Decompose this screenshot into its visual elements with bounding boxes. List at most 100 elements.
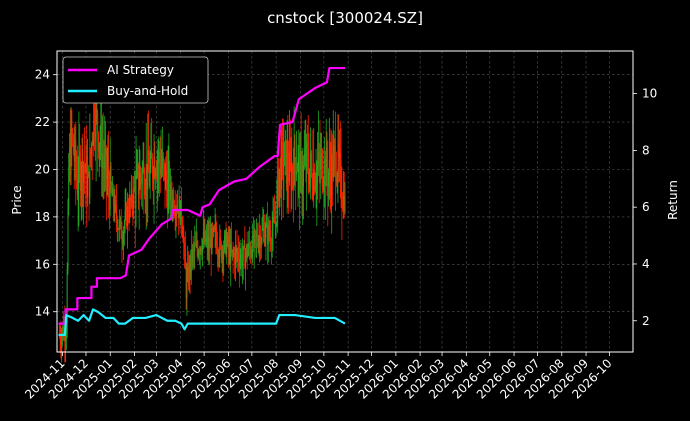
candle-body [278, 167, 279, 202]
candle-body [253, 231, 255, 246]
buy-and-hold-line [58, 308, 346, 337]
candle-body [258, 239, 260, 248]
candle-body [274, 222, 276, 224]
candle-body [234, 248, 236, 265]
y-tick-label-left: 14 [35, 305, 50, 319]
y-axis-label-right: Return [666, 180, 680, 220]
candle-body [101, 154, 103, 168]
candle-body [324, 158, 326, 187]
candle-body [251, 253, 253, 260]
candle-body [242, 246, 244, 261]
candle-body [195, 245, 196, 246]
candle-body [279, 158, 281, 170]
candle-body [165, 170, 167, 190]
candle-body [212, 228, 214, 233]
candle-body [241, 254, 243, 268]
candle-body [270, 237, 272, 244]
candle-body [295, 159, 297, 175]
candle-body [126, 206, 128, 227]
y-tick-label-right: 4 [642, 257, 650, 271]
candle-body [108, 168, 110, 188]
ai-strategy-line [58, 66, 345, 325]
candle-body [109, 166, 111, 210]
candle-body [284, 142, 286, 165]
candle-body [340, 156, 342, 197]
candle-body [188, 266, 189, 284]
candle-body [151, 148, 153, 159]
candle-body [296, 171, 298, 173]
y-tick-label-right: 8 [642, 143, 650, 157]
candle-body [302, 185, 304, 195]
candle-body [130, 188, 132, 202]
candle-body [271, 230, 273, 245]
candle-body [75, 140, 77, 170]
candle-body [320, 156, 322, 170]
candle-body [228, 244, 230, 249]
candle-body [333, 145, 335, 150]
candle-body [261, 229, 263, 241]
candle-body [156, 162, 158, 177]
y-tick-label-left: 24 [35, 68, 50, 82]
candle-body [263, 228, 265, 230]
candle-body [199, 247, 201, 254]
candle-body [137, 164, 139, 195]
candle-body [326, 147, 328, 172]
candle-body [204, 231, 206, 242]
candle-body [339, 152, 340, 158]
price-candles [58, 81, 346, 363]
candle-body [105, 148, 106, 156]
candle-body [202, 240, 204, 253]
candle-body [62, 327, 63, 335]
candle-body [310, 152, 312, 169]
candle-body [276, 193, 278, 223]
candle-body [224, 231, 226, 236]
candle-body [135, 175, 137, 208]
candle-body [274, 217, 276, 224]
candle-body [233, 253, 235, 255]
candle-body [306, 142, 308, 171]
candle-body [247, 250, 249, 258]
candle-body [157, 161, 159, 163]
candle-body [168, 167, 170, 179]
candle-body [266, 223, 268, 227]
candle-body [155, 173, 157, 177]
candle-body [314, 185, 316, 191]
y-tick-label-left: 16 [35, 257, 50, 271]
candle-body [311, 166, 313, 188]
candle-body [159, 151, 160, 164]
candle-body [102, 154, 104, 162]
candle-body [296, 171, 297, 175]
candle-body [257, 242, 259, 248]
candle-body [201, 251, 203, 253]
y-tick-label-left: 22 [35, 115, 50, 129]
candle-body [292, 166, 294, 173]
legend-box [62, 56, 209, 104]
candle-body [113, 206, 115, 214]
candle-body [337, 142, 339, 177]
return-lines [58, 66, 346, 337]
candle-body [288, 175, 290, 182]
candle-body [339, 152, 341, 157]
candle-body [187, 266, 189, 277]
candle-body [231, 249, 233, 253]
candle-body [83, 164, 85, 169]
candle-body [81, 149, 83, 179]
candle-body [246, 245, 248, 258]
candle-body [152, 158, 153, 177]
candle-body [299, 151, 301, 192]
candle-body [236, 248, 238, 253]
candle-body [238, 251, 240, 261]
candle-body [163, 161, 165, 164]
candle-body [344, 195, 346, 212]
candle-body [263, 228, 265, 244]
candle-body [141, 178, 142, 185]
candle-body [90, 144, 92, 156]
candle-body [98, 143, 100, 152]
candle-body [191, 249, 193, 263]
candle-body [136, 167, 138, 176]
candle-body [95, 108, 97, 142]
candle-body [72, 133, 74, 138]
candle-body [184, 243, 186, 248]
candle-body [239, 259, 241, 267]
candle-body [235, 248, 237, 249]
